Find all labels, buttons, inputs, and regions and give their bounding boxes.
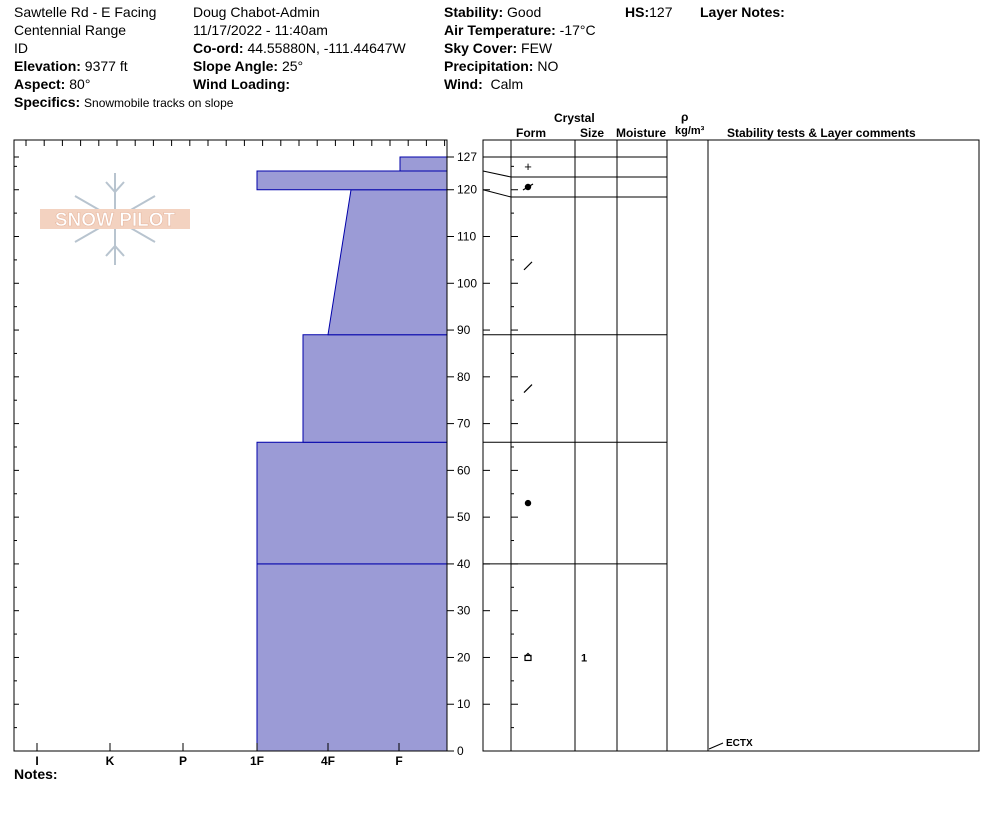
height-tick-label: 50	[457, 510, 471, 524]
stability-test-leader	[708, 742, 724, 750]
layer-notes: Layer Notes:	[700, 4, 785, 20]
crystal-form-glyphs: +1 ECTX	[522, 159, 753, 750]
hardness-layer-5	[399, 156, 448, 172]
coordinates: Co-ord: 44.55880N, -111.44647W	[193, 40, 406, 56]
crystal-form-faceted-top	[524, 652, 532, 657]
sky-cover: Sky Cover: FEW	[444, 40, 553, 56]
height-tick-label: 30	[457, 604, 471, 618]
hardness-layer-3	[327, 189, 448, 336]
wind-loading: Wind Loading:	[193, 76, 291, 92]
hardness-layer-0	[256, 563, 448, 752]
hardness-tick-label: P	[179, 754, 187, 768]
comments-header: Stability tests & Layer comments	[727, 126, 916, 140]
height-tick-label: 90	[457, 323, 471, 337]
form-header: Form	[516, 126, 546, 140]
hardness-axis: I K P 1F 4F F	[25, 140, 446, 768]
crystal-form-slash	[523, 261, 533, 271]
height-tick-label: 80	[457, 370, 471, 384]
snowpilot-logo: SNOW PILOT	[40, 173, 190, 265]
snow-depth: HS:127	[625, 4, 673, 20]
height-tick-label: 60	[457, 463, 471, 477]
slope-angle: Slope Angle: 25°	[193, 58, 304, 74]
layer-connectors	[482, 156, 512, 565]
height-tick-label: 127	[457, 150, 477, 164]
datetime: 11/17/2022 - 11:40am	[193, 22, 328, 38]
hardness-plot-frame	[13, 139, 448, 752]
hardness-layer-4	[256, 170, 448, 191]
height-tick-label: 70	[457, 417, 471, 431]
observer: Doug Chabot-Admin	[193, 4, 320, 20]
hardness-tick-label: F	[395, 754, 402, 768]
height-tick-label: 10	[457, 697, 471, 711]
hardness-layer-1	[256, 441, 448, 565]
logo-text: SNOW PILOT	[55, 210, 176, 231]
layer-connector	[482, 189, 512, 198]
layer-table-columns	[510, 140, 709, 751]
precipitation: Precipitation: NO	[444, 58, 559, 74]
rho-header: ρ	[681, 110, 688, 124]
crystal-form-faceted	[524, 654, 532, 662]
wind: Wind: Calm	[444, 76, 524, 92]
elevation: Elevation: 9377 ft	[14, 58, 128, 74]
layer-connector	[482, 170, 512, 178]
aspect: Aspect: 80°	[14, 76, 91, 92]
crystal-header: Crystal	[554, 111, 595, 125]
hardness-tick-label: 1F	[250, 754, 264, 768]
stability: Stability: Good	[444, 4, 542, 20]
crystal-form-slash	[523, 384, 533, 393]
height-tick-label: 0	[457, 744, 464, 758]
air-temperature: Air Temperature: -17°C	[444, 22, 596, 38]
hardness-tick-label: K	[106, 754, 115, 768]
layer-table-rows	[511, 156, 667, 565]
location: Sawtelle Rd - E Facing	[14, 4, 157, 20]
layer-table-frame	[482, 139, 980, 752]
moisture-header: Moisture	[616, 126, 666, 140]
state: ID	[14, 40, 28, 56]
crystal-size-label: 1	[581, 652, 587, 664]
range: Centennial Range	[14, 22, 127, 38]
size-header: Size	[580, 126, 604, 140]
crystal-form-rounded	[524, 499, 532, 507]
height-tick-label: 120	[457, 183, 477, 197]
height-tick-label: 110	[457, 230, 476, 244]
hardness-profile	[256, 156, 448, 752]
height-tick-label: 40	[457, 557, 471, 571]
hardness-tick-label: 4F	[321, 754, 335, 768]
specifics: Specifics: Snowmobile tracks on slope	[14, 94, 234, 110]
height-tick-label: 100	[457, 276, 477, 290]
notes-label: Notes:	[14, 766, 58, 782]
hardness-tick-label: I	[35, 754, 38, 768]
crystal-form-crust-bar	[522, 183, 534, 191]
hardness-layer-2	[302, 334, 448, 443]
height-tick-label: 20	[457, 650, 471, 664]
stability-test-label: ECTX	[726, 738, 753, 749]
crystal-form-plus: +	[524, 159, 532, 174]
density-header: kg/m³	[675, 125, 705, 137]
